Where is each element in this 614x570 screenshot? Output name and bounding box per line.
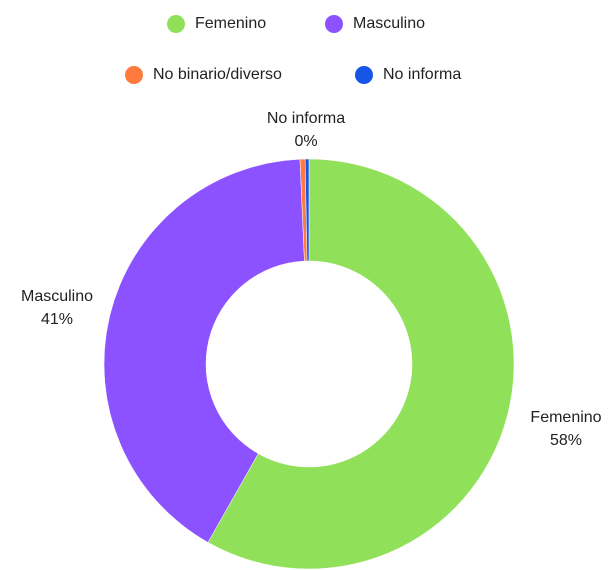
legend-swatch (125, 66, 143, 84)
donut-slice (207, 158, 515, 570)
slice-value: 0% (294, 133, 317, 150)
slice-label: Masculino (21, 288, 93, 305)
legend-swatch (355, 66, 373, 84)
legend-label: Masculino (353, 15, 425, 32)
legend-label: No informa (383, 66, 461, 83)
donut-slice (103, 158, 305, 543)
slice-label: No informa (267, 110, 345, 127)
legend-label: No binario/diverso (153, 66, 282, 83)
slice-label: Femenino (530, 409, 601, 426)
slice-value: 58% (550, 432, 582, 449)
legend-label: Femenino (195, 15, 266, 32)
legend-swatch (167, 15, 185, 33)
legend-swatch (325, 15, 343, 33)
donut-slice (304, 158, 310, 262)
slice-value: 41% (41, 311, 73, 328)
